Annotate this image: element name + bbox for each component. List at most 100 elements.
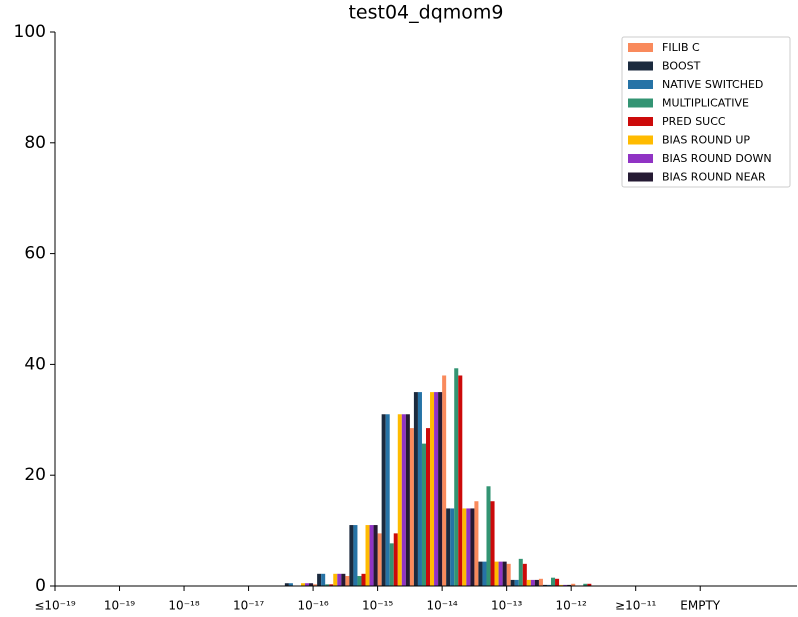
bar <box>325 584 330 586</box>
bar <box>409 428 414 586</box>
bar <box>284 583 289 586</box>
bar <box>401 414 406 586</box>
bar <box>377 533 382 586</box>
legend-label: BIAS ROUND DOWN <box>662 152 772 165</box>
bar <box>438 392 443 586</box>
bar <box>321 573 326 586</box>
legend-box <box>621 36 791 188</box>
bar <box>494 561 499 586</box>
x-tick-label: 10⁻¹⁵ <box>362 599 393 613</box>
y-tick-label: 80 <box>24 133 46 153</box>
bar <box>434 392 439 586</box>
bar <box>466 508 471 586</box>
legend-swatch <box>628 172 653 182</box>
bar <box>546 584 552 586</box>
bar <box>317 573 322 586</box>
bar <box>337 573 342 586</box>
legend-swatch <box>628 61 653 71</box>
x-tick-label: 10⁻¹³ <box>491 599 522 613</box>
legend-label: FILIB C <box>662 41 700 54</box>
x-tick-label: EMPTY <box>680 599 721 613</box>
bar <box>381 414 386 586</box>
legend-label: BOOST <box>662 60 701 73</box>
legend-swatch <box>628 43 653 52</box>
bar <box>526 579 531 586</box>
bar <box>329 584 334 586</box>
bar <box>571 583 576 586</box>
legend-swatch <box>628 154 653 163</box>
bar <box>454 368 459 586</box>
legend-swatch <box>628 135 653 145</box>
bar <box>567 584 572 586</box>
bar <box>551 577 556 586</box>
bar <box>538 578 543 586</box>
bar <box>458 375 463 586</box>
bar <box>470 508 475 586</box>
bar <box>385 414 390 586</box>
bar <box>361 573 366 586</box>
bar <box>522 563 527 586</box>
bar <box>555 578 560 586</box>
bar <box>510 579 515 586</box>
bar <box>583 583 588 586</box>
legend-label: BIAS ROUND NEAR <box>662 171 766 184</box>
bar <box>534 579 539 586</box>
bar <box>542 584 547 586</box>
bar <box>413 392 418 586</box>
bar <box>518 558 523 586</box>
bar <box>353 525 358 586</box>
bar <box>373 525 378 586</box>
bar <box>417 392 422 586</box>
y-tick-label: 20 <box>24 465 46 485</box>
bar <box>490 501 495 586</box>
bar <box>369 525 374 586</box>
legend-label: BIAS ROUND UP <box>662 134 750 147</box>
x-tick-label: 10⁻¹⁴ <box>427 599 458 613</box>
bar <box>397 414 402 586</box>
bar <box>446 508 451 586</box>
bar <box>474 501 479 586</box>
x-tick-label: 10⁻¹⁸ <box>168 599 199 613</box>
bar <box>393 533 398 586</box>
bar <box>559 584 564 586</box>
bar <box>587 583 592 586</box>
legend-label: MULTIPLICATIVE <box>662 97 749 110</box>
x-tick-label: 10⁻¹⁹ <box>104 599 135 613</box>
bar <box>421 443 426 586</box>
legend-swatch <box>628 117 653 126</box>
bar <box>482 561 487 586</box>
bar <box>530 579 535 586</box>
bar <box>305 583 310 586</box>
bar <box>333 573 338 586</box>
bar <box>357 576 362 586</box>
bar <box>389 543 394 586</box>
bar <box>349 525 354 586</box>
bar <box>506 563 511 586</box>
bar <box>288 583 293 586</box>
legend-label: NATIVE SWITCHED <box>662 78 763 91</box>
x-tick-label: 10⁻¹⁶ <box>297 599 328 613</box>
bar <box>478 561 483 586</box>
bar <box>430 392 435 586</box>
bar <box>365 525 370 586</box>
y-tick-label: 0 <box>35 576 46 596</box>
bar <box>442 375 447 586</box>
x-tick-label: ≤10⁻¹⁹ <box>34 599 75 613</box>
bar <box>300 583 306 586</box>
bar <box>450 508 455 586</box>
bar <box>563 584 568 586</box>
legend-swatch <box>628 80 653 89</box>
bar <box>341 573 346 586</box>
y-tick-label: 100 <box>14 22 46 42</box>
x-tick-label: 10⁻¹² <box>556 599 587 613</box>
legend-swatch <box>628 98 653 108</box>
bar <box>426 428 431 586</box>
bar <box>498 561 503 586</box>
legend-label: PRED SUCC <box>662 115 726 128</box>
x-tick-label: ≥10⁻¹¹ <box>615 599 656 613</box>
y-tick-label: 60 <box>24 244 46 264</box>
bar <box>514 579 519 586</box>
y-tick-label: 40 <box>24 354 46 374</box>
bar <box>462 508 467 586</box>
